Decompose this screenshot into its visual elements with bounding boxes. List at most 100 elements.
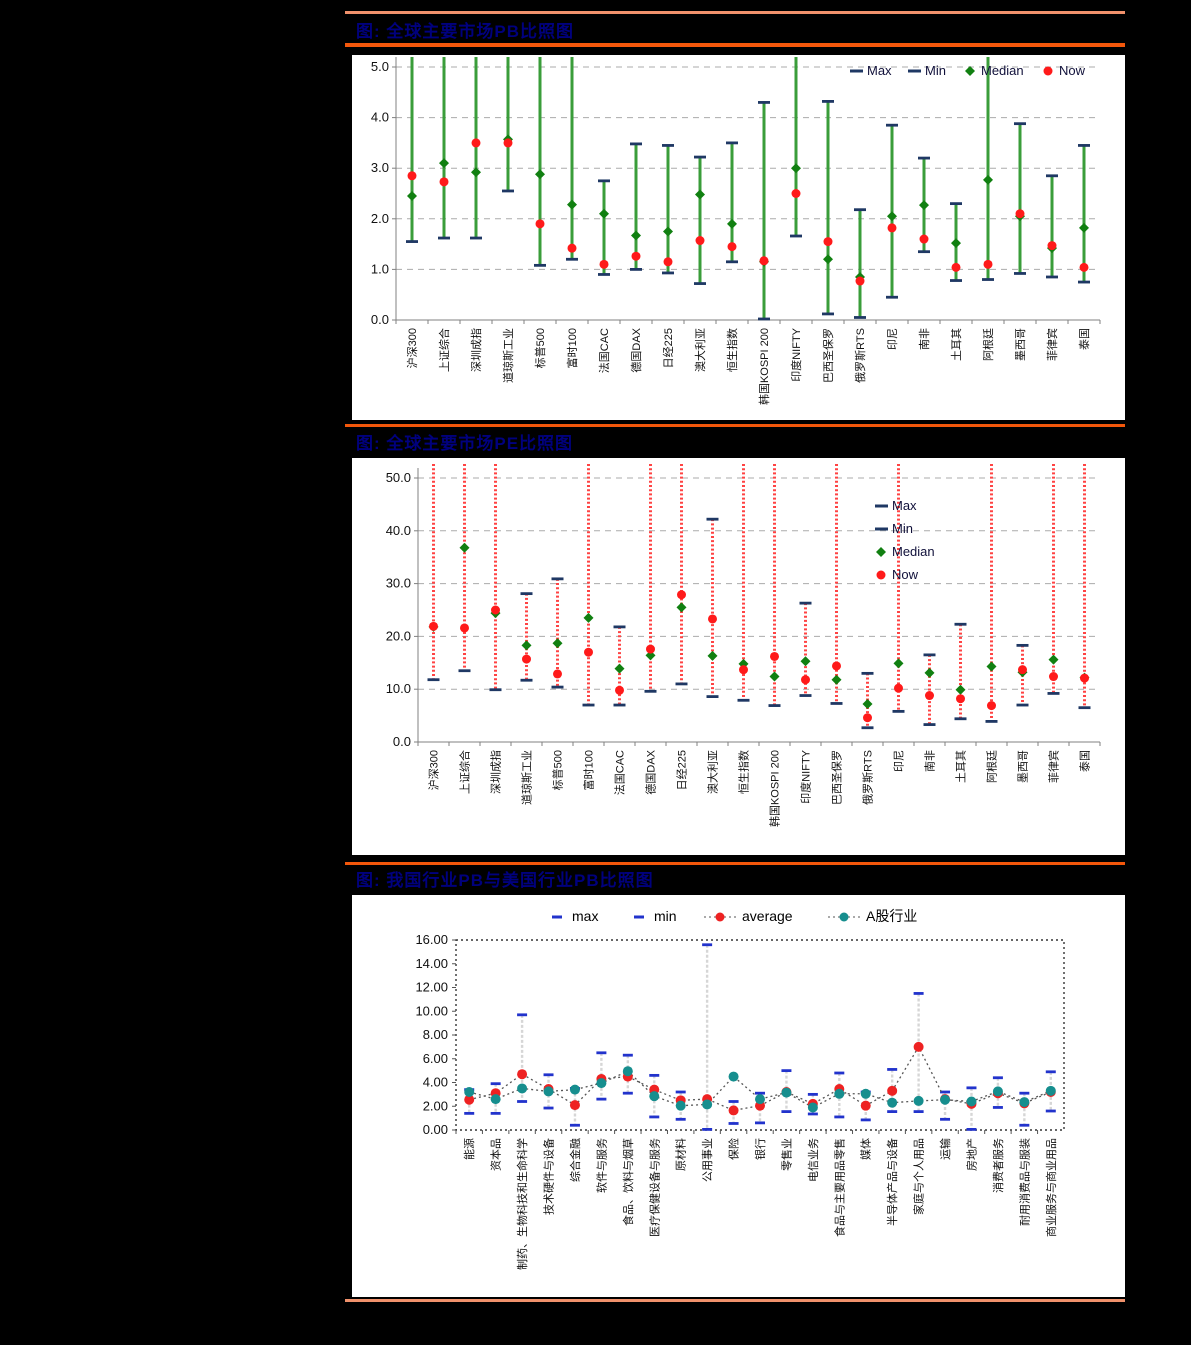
svg-text:俄罗斯RTS: 俄罗斯RTS xyxy=(862,750,875,805)
svg-text:4.0: 4.0 xyxy=(371,110,389,125)
svg-text:5.0: 5.0 xyxy=(371,59,389,74)
bottom-rule xyxy=(345,1299,1125,1302)
svg-text:沪深300: 沪深300 xyxy=(405,328,419,368)
pe-markets-chart: 0.0 10.0 20.0 30.0 40.0 50.0 沪深300 上证综合 深圳成指 道琼斯工… xyxy=(386,464,1101,827)
svg-text:泰国: 泰国 xyxy=(1077,328,1091,350)
svg-text:14.00: 14.00 xyxy=(415,956,448,971)
svg-text:家庭与个人用品: 家庭与个人用品 xyxy=(912,1138,926,1215)
legend: max min average A股行业 xyxy=(552,908,917,924)
axes xyxy=(414,468,1100,743)
svg-text:澳大利亚: 澳大利亚 xyxy=(706,750,720,794)
svg-text:南非: 南非 xyxy=(924,750,937,772)
svg-text:能源: 能源 xyxy=(462,1138,476,1160)
svg-text:富时100: 富时100 xyxy=(565,328,579,368)
svg-text:食品、饮料与烟草: 食品、饮料与烟草 xyxy=(621,1138,635,1226)
section3-rule xyxy=(345,862,1125,865)
svg-text:印尼: 印尼 xyxy=(893,750,906,772)
a-share-markers xyxy=(464,1066,1056,1113)
gridlines xyxy=(396,66,1100,270)
svg-text:0.0: 0.0 xyxy=(371,312,389,327)
svg-text:耐用消费品与服装: 耐用消费品与服装 xyxy=(1017,1138,1031,1226)
svg-text:50.0: 50.0 xyxy=(386,470,411,485)
svg-text:公用事业: 公用事业 xyxy=(701,1138,714,1182)
svg-text:深圳成指: 深圳成指 xyxy=(469,328,483,372)
svg-text:Min: Min xyxy=(925,63,946,78)
svg-text:8.00: 8.00 xyxy=(423,1027,448,1042)
svg-text:韩国KOSPI 200: 韩国KOSPI 200 xyxy=(768,750,782,827)
svg-text:10.0: 10.0 xyxy=(386,681,411,696)
svg-text:深圳成指: 深圳成指 xyxy=(489,750,503,794)
svg-text:10.00: 10.00 xyxy=(415,1003,448,1018)
svg-text:Max: Max xyxy=(867,63,892,78)
svg-text:上证综合: 上证综合 xyxy=(458,750,472,794)
chart3-title: 图: 我国行业PB与美国行业PB比照图 xyxy=(356,871,654,890)
svg-text:南非: 南非 xyxy=(918,328,931,350)
svg-text:恒生指数: 恒生指数 xyxy=(737,750,751,794)
average-line xyxy=(469,1045,1052,1112)
svg-text:上证综合: 上证综合 xyxy=(437,328,451,372)
svg-text:印尼: 印尼 xyxy=(886,328,899,350)
svg-text:16.00: 16.00 xyxy=(415,932,448,947)
svg-text:运输: 运输 xyxy=(938,1138,952,1160)
x-axis-labels: 能源 资本品 制药、生物科技和生命科学 技术硬件与设备 综合金融 软件与服务 食品、饮料与烟… xyxy=(455,1130,1058,1270)
svg-text:Now: Now xyxy=(1059,63,1086,78)
svg-text:日经225: 日经225 xyxy=(676,750,689,790)
svg-text:印度NIFTY: 印度NIFTY xyxy=(789,327,803,381)
svg-text:恒生指数: 恒生指数 xyxy=(725,328,739,372)
svg-text:零售业: 零售业 xyxy=(779,1138,793,1171)
range-bars xyxy=(432,464,1086,728)
svg-text:软件与服务: 软件与服务 xyxy=(594,1138,608,1193)
svg-text:Min: Min xyxy=(892,521,913,536)
svg-text:泰国: 泰国 xyxy=(1078,750,1092,772)
svg-text:阿根廷: 阿根廷 xyxy=(981,328,995,361)
top-rule xyxy=(345,11,1125,14)
chart2-panel: 0.0 10.0 20.0 30.0 40.0 50.0 沪深300 上证综合 深圳成指 道琼斯工… xyxy=(352,458,1125,855)
y-axis-labels: 0.00 2.00 4.00 6.00 8.00 10.00 12.00 14.00 16.00 xyxy=(415,932,448,1137)
svg-text:德国DAX: 德国DAX xyxy=(644,749,658,794)
chart3-panel: 0.00 2.00 4.00 6.00 8.00 10.00 12.00 14.00 16.00… xyxy=(352,895,1125,1297)
svg-text:德国DAX: 德国DAX xyxy=(629,327,643,372)
svg-text:2.00: 2.00 xyxy=(423,1098,448,1113)
svg-text:澳大利亚: 澳大利亚 xyxy=(693,328,707,372)
svg-text:印度NIFTY: 印度NIFTY xyxy=(799,749,813,803)
svg-text:1.0: 1.0 xyxy=(371,261,389,276)
now-markers xyxy=(407,138,1089,286)
svg-text:法国CAC: 法国CAC xyxy=(613,750,627,795)
average-markers xyxy=(464,1041,1056,1116)
svg-text:标普500: 标普500 xyxy=(551,750,565,790)
svg-text:20.0: 20.0 xyxy=(386,628,411,643)
legend: Max Min Median Now xyxy=(875,498,935,582)
chart1-title: 图: 全球主要市场PB比照图 xyxy=(356,22,574,41)
svg-text:阿根廷: 阿根廷 xyxy=(985,750,999,783)
svg-text:半导体产品与设备: 半导体产品与设备 xyxy=(885,1138,899,1226)
svg-text:3.0: 3.0 xyxy=(371,160,389,175)
svg-text:制药、生物科技和生命科学: 制药、生物科技和生命科学 xyxy=(515,1138,529,1270)
svg-text:A股行业: A股行业 xyxy=(866,908,917,924)
industry-pb-chart: 0.00 2.00 4.00 6.00 8.00 10.00 12.00 14.00 16.00… xyxy=(415,908,1065,1270)
svg-text:沪深300: 沪深300 xyxy=(427,750,441,790)
svg-text:综合金融: 综合金融 xyxy=(568,1138,582,1182)
svg-text:食品与主要用品零售: 食品与主要用品零售 xyxy=(832,1138,846,1237)
svg-text:40.0: 40.0 xyxy=(386,523,411,538)
y-axis-labels: 0.0 1.0 2.0 3.0 4.0 5.0 xyxy=(371,59,389,327)
min-max-caps xyxy=(427,517,1091,730)
a-share-line xyxy=(469,1070,1052,1109)
svg-text:Median: Median xyxy=(981,63,1024,78)
svg-text:min: min xyxy=(654,908,677,924)
svg-text:墨西哥: 墨西哥 xyxy=(1017,750,1030,783)
title1-underline-rule xyxy=(345,43,1125,47)
range-bars xyxy=(410,57,1086,319)
svg-text:标普500: 标普500 xyxy=(533,328,547,368)
svg-text:商业服务与商业用品: 商业服务与商业用品 xyxy=(1044,1138,1058,1237)
svg-text:土耳其: 土耳其 xyxy=(955,750,968,783)
svg-text:房地产: 房地产 xyxy=(964,1138,978,1171)
svg-text:技术硬件与设备: 技术硬件与设备 xyxy=(542,1138,556,1215)
legend: Max Min Median Now xyxy=(850,63,1086,78)
svg-text:韩国KOSPI 200: 韩国KOSPI 200 xyxy=(757,328,771,405)
svg-text:富时100: 富时100 xyxy=(582,750,596,790)
pb-markets-chart: 0.0 1.0 2.0 3.0 4.0 5.0 沪深300 上证综合 深圳成指 道琼斯工业 标普50… xyxy=(371,57,1101,405)
svg-text:原材料: 原材料 xyxy=(674,1138,688,1171)
now-markers xyxy=(429,590,1089,723)
svg-text:average: average xyxy=(742,908,793,924)
svg-text:墨西哥: 墨西哥 xyxy=(1014,328,1027,361)
